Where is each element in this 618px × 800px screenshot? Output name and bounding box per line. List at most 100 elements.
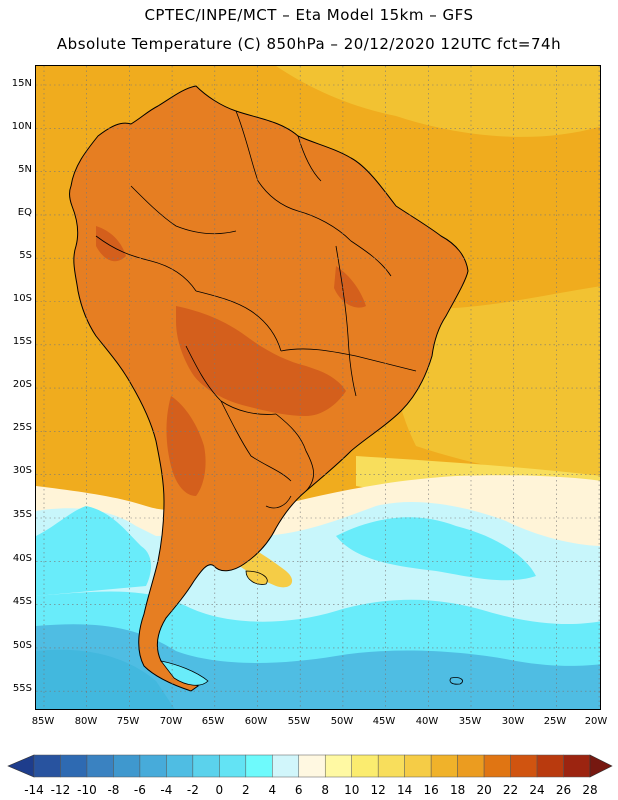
lon-label: 50W bbox=[330, 716, 354, 727]
border-uruguay-coast bbox=[265, 495, 292, 509]
lon-label: 45W bbox=[372, 716, 396, 727]
colorbar-tick-label: -8 bbox=[107, 783, 120, 797]
colorbar-tick-label: 12 bbox=[370, 783, 386, 797]
colorbar-swatch bbox=[563, 754, 591, 778]
colorbar-tick-label: 28 bbox=[582, 783, 598, 797]
lat-label: 50S bbox=[12, 640, 32, 651]
lon-label: 20W bbox=[584, 716, 608, 727]
map-title: CPTEC/INPE/MCT – Eta Model 15km – GFS bbox=[144, 6, 474, 24]
lat-label: 30S bbox=[12, 465, 32, 476]
lon-label: 65W bbox=[201, 716, 225, 727]
lon-label: 25W bbox=[543, 716, 567, 727]
colorbar-tick-label: -6 bbox=[133, 783, 146, 797]
ocean-warm-band-north bbox=[276, 66, 600, 137]
falklands-island bbox=[245, 570, 268, 585]
colorbar-swatch bbox=[86, 754, 114, 778]
colorbar-swatch bbox=[404, 754, 432, 778]
temperature-map bbox=[35, 65, 601, 710]
colorbar-swatch bbox=[510, 754, 538, 778]
lon-label: 40W bbox=[415, 716, 439, 727]
colorbar-swatch bbox=[139, 754, 167, 778]
colorbar-swatch bbox=[377, 754, 405, 778]
temperature-colorbar bbox=[7, 754, 613, 778]
colorbar-tick-label: 6 bbox=[294, 783, 303, 797]
lon-label: 70W bbox=[159, 716, 183, 727]
colorbar-swatch bbox=[351, 754, 379, 778]
lat-label: 10S bbox=[12, 293, 32, 304]
colorbar-tick-label: 2 bbox=[241, 783, 250, 797]
colorbar-swatch bbox=[33, 754, 61, 778]
border-colombia-venezuela bbox=[130, 185, 237, 235]
colorbar-swatch bbox=[483, 754, 511, 778]
border-ecuador-peru bbox=[95, 235, 197, 292]
map-canvas bbox=[36, 66, 600, 709]
cold-zone-southwest bbox=[36, 649, 175, 709]
colorbar-tick-label: -12 bbox=[50, 783, 71, 797]
map-subtitle: Absolute Temperature (C) 850hPa – 20/12/… bbox=[56, 35, 562, 53]
colorbar-swatch bbox=[298, 754, 326, 778]
border-paraguay-argentina bbox=[220, 400, 292, 482]
lat-label: 35S bbox=[12, 509, 32, 520]
lat-label: 10N bbox=[11, 121, 32, 132]
colorbar-swatch bbox=[324, 754, 352, 778]
lat-label: EQ bbox=[17, 207, 32, 218]
hot-patch-andes-north bbox=[96, 226, 126, 262]
colorbar-swatch bbox=[113, 754, 141, 778]
tierra-del-fuego bbox=[160, 660, 209, 686]
border-venezuela-brazil bbox=[235, 110, 299, 212]
border-brazil-states-north bbox=[297, 210, 392, 277]
cyan-patch-west bbox=[36, 506, 151, 596]
colorbar-swatch bbox=[245, 754, 273, 778]
colorbar-tick-label: 4 bbox=[268, 783, 277, 797]
lat-label: 20S bbox=[12, 379, 32, 390]
colorbar-swatch bbox=[430, 754, 458, 778]
border-brazil-states-central bbox=[280, 348, 417, 372]
colorbar-tick-label: 24 bbox=[529, 783, 545, 797]
colorbar-swatch bbox=[192, 754, 220, 778]
colorbar-swatch bbox=[457, 754, 485, 778]
lon-label: 85W bbox=[31, 716, 55, 727]
colorbar-tick-label: 18 bbox=[449, 783, 466, 797]
colorbar-tick-label: -4 bbox=[160, 783, 173, 797]
lat-label: 55S bbox=[12, 683, 32, 694]
lat-label: 25S bbox=[12, 422, 32, 433]
colorbar-swatch bbox=[272, 754, 300, 778]
lon-label: 75W bbox=[116, 716, 140, 727]
lat-label: 15N bbox=[11, 78, 32, 89]
colorbar-swatch bbox=[166, 754, 194, 778]
border-brazil-uruguay bbox=[275, 413, 314, 492]
lat-label: 40S bbox=[12, 553, 32, 564]
hot-patch-brazil-east bbox=[334, 266, 366, 308]
border-guyanas bbox=[297, 135, 322, 182]
hot-interior-central bbox=[176, 306, 346, 416]
colorbar-arrow-low bbox=[7, 754, 35, 778]
lon-label: 80W bbox=[74, 716, 98, 727]
colorbar-tick-label: 0 bbox=[215, 783, 224, 797]
colorbar-tick-label: 8 bbox=[321, 783, 330, 797]
cold-zone-south bbox=[36, 624, 600, 709]
colorbar-tick-label: 22 bbox=[502, 783, 519, 797]
colorbar-tick-label: 26 bbox=[555, 783, 572, 797]
lat-label: 5N bbox=[18, 164, 32, 175]
colorbar-tick-label: 16 bbox=[423, 783, 439, 797]
lat-label: 45S bbox=[12, 596, 32, 607]
lat-label: 5S bbox=[19, 250, 32, 261]
colorbar-swatch bbox=[60, 754, 88, 778]
colorbar-tick-label: -14 bbox=[24, 783, 44, 797]
border-brazil-states-vertical bbox=[335, 245, 357, 397]
lon-label: 60W bbox=[244, 716, 268, 727]
colorbar-swatch bbox=[219, 754, 247, 778]
cyan-patch-east bbox=[336, 517, 536, 581]
colorbar-tick-label: 10 bbox=[344, 783, 360, 797]
ocean-warm-band-east bbox=[392, 286, 600, 486]
south-georgia-island bbox=[449, 677, 463, 685]
lon-label: 55W bbox=[287, 716, 311, 727]
hot-interior-chaco bbox=[166, 396, 206, 496]
country-borders bbox=[95, 110, 417, 509]
colorbar-tick-label: -10 bbox=[77, 783, 97, 797]
colorbar-arrow-high bbox=[589, 754, 613, 778]
colorbar-tick-label: 20 bbox=[476, 783, 492, 797]
lon-label: 35W bbox=[458, 716, 482, 727]
lon-label: 30W bbox=[501, 716, 525, 727]
colorbar-tick-label: 14 bbox=[397, 783, 413, 797]
